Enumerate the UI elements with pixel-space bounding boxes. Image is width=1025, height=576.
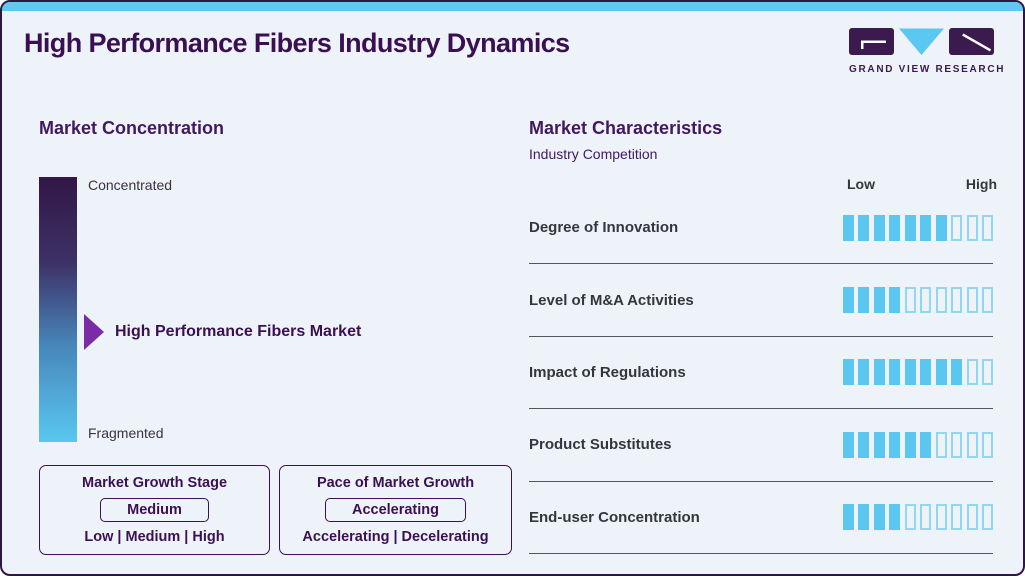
growth-stage-box: Market Growth Stage Medium Low | Medium … [39,465,270,555]
rating-segment-empty-icon [904,287,916,314]
characteristic-row: Product Substitutes [529,409,993,482]
rating-segment-empty-icon [935,287,947,314]
growth-stage-options: Low | Medium | High [84,529,225,545]
market-characteristics-heading: Market Characteristics [529,118,723,138]
rating-segment-filled-icon [935,214,947,241]
rating-segment-empty-icon [904,504,916,531]
rating-segment-filled-icon [951,359,963,386]
growth-stage-value: Medium [100,498,209,522]
fragmented-label: Fragmented [88,425,164,441]
rating-segment-filled-icon [873,214,885,241]
market-concentration-heading: Market Concentration [39,118,225,138]
growth-stage-title: Market Growth Stage [81,475,228,491]
rating-segment-filled-icon [904,431,916,458]
rating-segment-empty-icon [981,431,993,458]
marker-label: High Performance Fibers Market [115,323,362,340]
growth-pace-options: Accelerating | Decelerating [302,529,489,545]
rating-segment-filled-icon [920,431,932,458]
characteristic-label: End-user Concentration [529,508,700,526]
rating-bar [843,431,993,458]
rating-segment-empty-icon [981,287,993,314]
rating-segment-empty-icon [966,287,978,314]
rating-segment-empty-icon [951,214,963,241]
rating-segment-empty-icon [966,431,978,458]
rating-segment-filled-icon [904,359,916,386]
scale-low-label: Low [847,176,875,192]
concentrated-label: Concentrated [88,177,173,193]
rating-segment-filled-icon [858,287,870,314]
characteristic-row: End-user Concentration [529,482,993,554]
characteristics-rows: Degree of Innovation Level of M&A Activit… [529,192,993,554]
rating-segment-filled-icon [843,214,854,241]
rating-segment-filled-icon [889,431,901,458]
rating-segment-filled-icon [843,431,854,458]
gvr-logo: GRAND VIEW RESEARCH [849,28,1006,75]
rating-segment-filled-icon [889,504,901,531]
rating-segment-filled-icon [920,214,932,241]
rating-segment-empty-icon [920,287,932,314]
rating-segment-filled-icon [873,431,885,458]
rating-segment-empty-icon [935,431,947,458]
rating-segment-filled-icon [904,214,916,241]
rating-segment-empty-icon [966,214,978,241]
rating-segment-filled-icon [843,287,854,314]
industry-competition-subheading: Industry Competition [529,146,658,162]
rating-segment-filled-icon [858,359,870,386]
characteristic-label: Product Substitutes [529,436,672,454]
rating-segment-empty-icon [951,431,963,458]
growth-pace-title: Pace of Market Growth [316,475,475,491]
rating-segment-filled-icon [858,214,870,241]
logo-brand-text: GRAND VIEW RESEARCH [849,64,1006,75]
rating-segment-empty-icon [966,359,978,386]
rating-segment-empty-icon [966,504,978,531]
rating-segment-filled-icon [889,214,901,241]
scale-high-label: High [965,176,997,192]
concentration-gradient-bar [39,177,77,442]
rating-bar [843,359,993,386]
rating-scale-labels: Low High [847,176,997,192]
rating-segment-filled-icon [873,359,885,386]
characteristic-row: Degree of Innovation [529,192,993,265]
characteristic-label: Level of M&A Activities [529,291,694,309]
rating-bar [843,214,993,241]
rating-segment-filled-icon [873,504,885,531]
rating-segment-empty-icon [981,214,993,241]
marker-arrow-icon [84,314,104,350]
rating-segment-empty-icon [951,287,963,314]
top-accent-bar [2,2,1023,11]
characteristic-label: Impact of Regulations [529,363,686,381]
rating-segment-empty-icon [981,504,993,531]
rating-segment-filled-icon [843,359,854,386]
rating-segment-filled-icon [843,504,854,531]
growth-pace-box: Pace of Market Growth Accelerating Accel… [279,465,512,555]
market-position-marker: High Performance Fibers Market [84,314,361,350]
rating-bar [843,504,993,531]
rating-segment-empty-icon [951,504,963,531]
rating-segment-filled-icon [858,504,870,531]
page-title: High Performance Fibers Industry Dynamic… [24,28,570,58]
characteristic-row: Level of M&A Activities [529,264,993,337]
rating-segment-empty-icon [920,504,932,531]
rating-segment-empty-icon [981,359,993,386]
gvr-logo-mark-icon [849,28,994,55]
rating-segment-filled-icon [920,359,932,386]
characteristic-row: Impact of Regulations [529,337,993,410]
rating-bar [843,287,993,314]
characteristic-label: Degree of Innovation [529,219,679,237]
rating-segment-filled-icon [889,359,901,386]
rating-segment-filled-icon [935,359,947,386]
growth-pace-value: Accelerating [324,498,467,522]
rating-segment-filled-icon [889,287,901,314]
rating-segment-filled-icon [858,431,870,458]
rating-segment-empty-icon [935,504,947,531]
rating-segment-filled-icon [873,287,885,314]
